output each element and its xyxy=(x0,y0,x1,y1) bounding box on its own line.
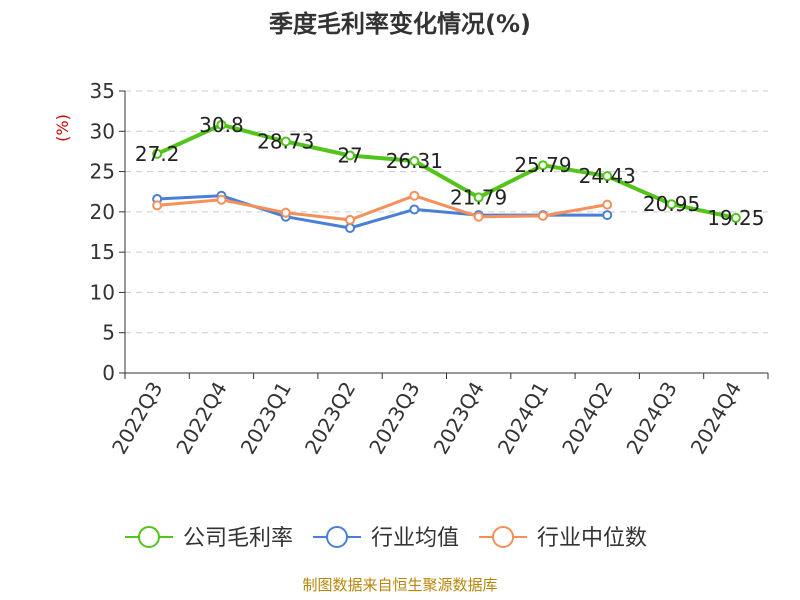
x-tick-label-9: 2024Q4 xyxy=(686,378,746,459)
series-2-point-7 xyxy=(602,199,613,210)
series-0-point-4 xyxy=(409,156,420,167)
data-label-3: 27 xyxy=(337,143,362,167)
series-0-point-7 xyxy=(602,171,613,182)
x-tick-label-1: 2022Q4 xyxy=(171,378,231,459)
data-labels: 27.2 30.8 28.73 27 26.31 21.79 25.79 24.43 20.95… xyxy=(135,113,765,230)
y-tick-label-2: 10 xyxy=(90,280,115,304)
legend-marker-0 xyxy=(138,526,160,548)
series-2-point-0 xyxy=(152,200,163,211)
y-axis-label: (%) xyxy=(53,114,72,142)
data-label-1: 30.8 xyxy=(199,113,244,137)
series-0-point-9 xyxy=(730,212,741,223)
y-tick-label-7: 35 xyxy=(90,79,115,103)
series-2-point-3 xyxy=(345,214,356,225)
series-lines xyxy=(152,119,741,233)
x-tick-label-8: 2024Q3 xyxy=(621,378,681,459)
chart-title: 季度毛利率变化情况(%) xyxy=(269,10,531,38)
x-tick-label-2: 2023Q1 xyxy=(236,378,296,459)
series-0-point-5 xyxy=(473,192,484,203)
series-line-0 xyxy=(156,122,737,220)
y-tick-label-0: 0 xyxy=(102,361,115,385)
series-0-point-0 xyxy=(152,148,163,159)
series-2-point-2 xyxy=(280,207,291,218)
y-tick-label-4: 20 xyxy=(90,200,115,224)
series-1-point-3 xyxy=(345,222,356,233)
x-tick-label-3: 2023Q2 xyxy=(300,378,360,459)
legend: 公司毛利率 行业均值 行业中位数 xyxy=(125,526,647,551)
source-note: 制图数据来自恒生聚源数据库 xyxy=(302,576,497,594)
series-1-point-4 xyxy=(409,204,420,215)
legend-marker-1 xyxy=(326,526,349,548)
data-label-9: 19.25 xyxy=(707,206,764,230)
data-label-5: 21.79 xyxy=(450,185,507,209)
data-label-2: 28.73 xyxy=(257,130,314,154)
data-label-7: 24.43 xyxy=(579,164,636,188)
legend-label-0: 公司毛利率 xyxy=(183,526,293,551)
x-tick-label-0: 2022Q3 xyxy=(107,378,167,459)
series-1-point-7 xyxy=(602,210,613,221)
data-label-4: 26.31 xyxy=(386,149,443,173)
x-tick-label-5: 2023Q4 xyxy=(429,378,489,459)
series-2-point-6 xyxy=(537,210,548,221)
data-label-0: 27.2 xyxy=(135,142,180,166)
series-0-point-2 xyxy=(280,136,291,147)
y-tick-label-5: 25 xyxy=(90,160,115,184)
series-0-point-3 xyxy=(345,150,356,161)
legend-label-2: 行业中位数 xyxy=(537,526,647,551)
data-label-8: 20.95 xyxy=(643,192,700,216)
legend-marker-2 xyxy=(492,526,515,548)
series-0-point-8 xyxy=(666,199,677,210)
x-tick-label-4: 2023Q3 xyxy=(364,378,424,459)
data-label-6: 25.79 xyxy=(514,153,571,177)
legend-label-1: 行业均值 xyxy=(371,526,459,551)
series-0-point-6 xyxy=(537,160,548,171)
x-tick-label-6: 2024Q1 xyxy=(493,378,553,459)
series-2-point-1 xyxy=(216,194,227,205)
series-2-point-5 xyxy=(473,211,484,222)
x-tick-label-7: 2024Q2 xyxy=(557,378,617,459)
series-line-2 xyxy=(157,194,608,222)
series-2-point-4 xyxy=(409,190,420,201)
series-0-point-1 xyxy=(216,119,227,130)
y-tick-label-3: 15 xyxy=(90,240,115,264)
y-tick-label-1: 5 xyxy=(102,321,115,345)
y-tick-label-6: 30 xyxy=(90,119,115,143)
